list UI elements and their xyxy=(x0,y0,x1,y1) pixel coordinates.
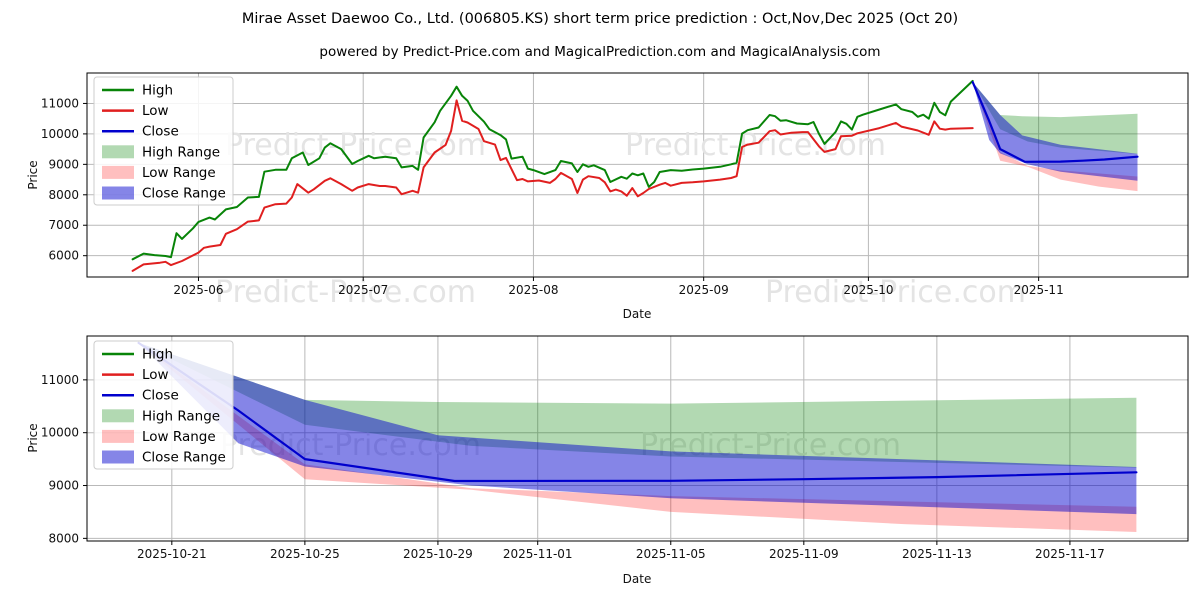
watermark-text: Predict-Price.com xyxy=(220,428,481,463)
legend-label: High Range xyxy=(142,144,220,160)
legend-label: Low Range xyxy=(142,165,216,181)
low-range-band xyxy=(972,82,1138,192)
chart-title: Mirae Asset Daewoo Co., Ltd. (006805.KS)… xyxy=(241,11,959,27)
legend-label: High Range xyxy=(142,408,220,424)
forecast-x-axis-label: Date xyxy=(623,572,652,586)
plot-border xyxy=(86,335,1189,542)
plot-border xyxy=(86,72,1189,278)
y-tick-label: 10000 xyxy=(41,127,79,141)
x-tick-label: 2025-10-25 xyxy=(270,547,340,561)
legend-label: Close xyxy=(142,388,179,404)
watermark-text: Predict-Price.com xyxy=(215,275,476,310)
y-tick-label: 9000 xyxy=(48,479,79,493)
legend-box xyxy=(93,340,234,470)
history-chart: Predict-Price.com Predict-Price.com 2025-0… xyxy=(41,72,1189,297)
legend-swatch-high_range xyxy=(102,409,134,423)
y-tick-label: 10000 xyxy=(41,426,79,440)
history-x-axis-label: Date xyxy=(623,307,652,321)
x-tick-label: 2025-11-13 xyxy=(902,547,972,561)
close-line xyxy=(137,341,1138,483)
x-tick-label: 2025-09 xyxy=(679,283,729,297)
x-tick-label: 2025-10-29 xyxy=(403,547,473,561)
forecast-chart: Predict-Price.com Predict-Price.com 2025-1… xyxy=(41,335,1189,561)
high-range-band xyxy=(972,82,1138,154)
watermark-text: Predict-Price.com xyxy=(625,128,886,163)
forecast-y-axis-label: Price xyxy=(26,423,40,452)
x-tick-label: 2025-11-05 xyxy=(636,547,706,561)
x-tick-label: 2025-08 xyxy=(508,283,558,297)
legend-label: High xyxy=(142,83,173,99)
watermark-text: Predict-Price.com xyxy=(765,275,1026,310)
legend-label: Close xyxy=(142,124,179,140)
legend-swatch-low_range xyxy=(102,429,134,443)
legend-label: Low xyxy=(142,103,169,119)
y-tick-label: 11000 xyxy=(41,373,79,387)
legend-swatch-close_range xyxy=(102,450,134,464)
legend-swatch-high_range xyxy=(102,145,134,159)
watermark-text: Predict-Price.com xyxy=(225,128,486,163)
x-tick-label: 2025-11-17 xyxy=(1035,547,1105,561)
y-tick-label: 8000 xyxy=(48,531,79,545)
low-line xyxy=(131,99,974,272)
low-range-band xyxy=(138,342,1137,532)
chart-subtitle: powered by Predict-Price.com and Magical… xyxy=(319,44,881,60)
x-tick-label: 2025-10 xyxy=(843,283,893,297)
legend-swatch-close_range xyxy=(102,186,134,200)
y-tick-label: 6000 xyxy=(48,249,79,263)
x-tick-label: 2025-07 xyxy=(338,283,388,297)
legend-box xyxy=(93,76,234,206)
x-tick-label: 2025-06 xyxy=(173,283,223,297)
y-tick-label: 8000 xyxy=(48,188,79,202)
watermark-text: Predict-Price.com xyxy=(640,428,901,463)
x-tick-label: 2025-11 xyxy=(1014,283,1064,297)
y-tick-label: 11000 xyxy=(41,96,79,110)
y-tick-label: 9000 xyxy=(48,157,79,171)
legend-swatch-low_range xyxy=(102,165,134,179)
close-line xyxy=(971,81,1139,163)
watermark-between-charts: Predict-Price.com Predict-Price.com xyxy=(215,275,1026,310)
legend-label: Low xyxy=(142,367,169,383)
legend-label: Close Range xyxy=(142,186,226,202)
high-line xyxy=(131,79,974,261)
history-y-axis-label: Price xyxy=(26,160,40,189)
y-tick-label: 7000 xyxy=(48,218,79,232)
x-tick-label: 2025-11-09 xyxy=(769,547,839,561)
x-tick-label: 2025-10-21 xyxy=(137,547,207,561)
legend-label: High xyxy=(142,347,173,363)
x-tick-label: 2025-11-01 xyxy=(503,547,573,561)
legend-label: Low Range xyxy=(142,429,216,445)
legend-label: Close Range xyxy=(142,450,226,466)
high-range-band xyxy=(138,342,1137,468)
